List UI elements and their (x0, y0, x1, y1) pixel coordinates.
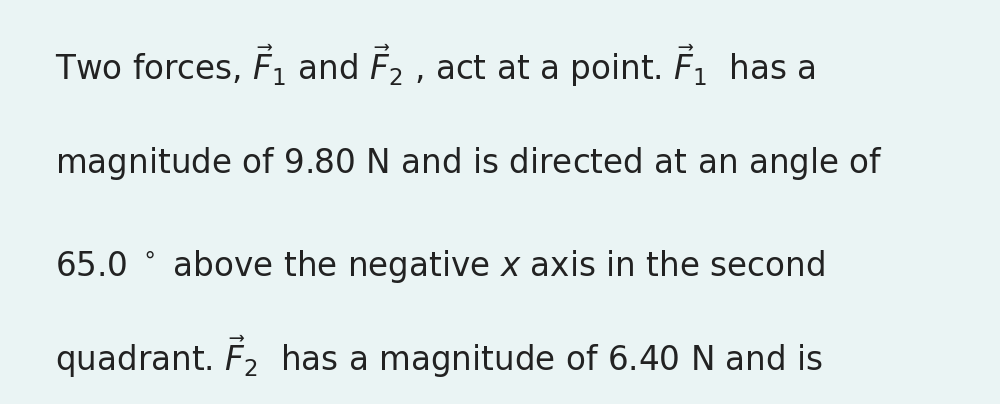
Text: Two forces, $\vec{F}_1$ and $\vec{F}_2$ , act at a point. $\vec{F}_1$  has a: Two forces, $\vec{F}_1$ and $\vec{F}_2$ … (55, 42, 816, 89)
Text: quadrant. $\vec{F}_2$  has a magnitude of 6.40 $\mathrm{N}$ and is: quadrant. $\vec{F}_2$ has a magnitude of… (55, 333, 823, 380)
Text: magnitude of 9.80 $\mathrm{N}$ and is directed at an angle of: magnitude of 9.80 $\mathrm{N}$ and is di… (55, 145, 883, 183)
Text: 65.0 $^\circ$ above the negative $x$ axis in the second: 65.0 $^\circ$ above the negative $x$ axi… (55, 248, 825, 286)
